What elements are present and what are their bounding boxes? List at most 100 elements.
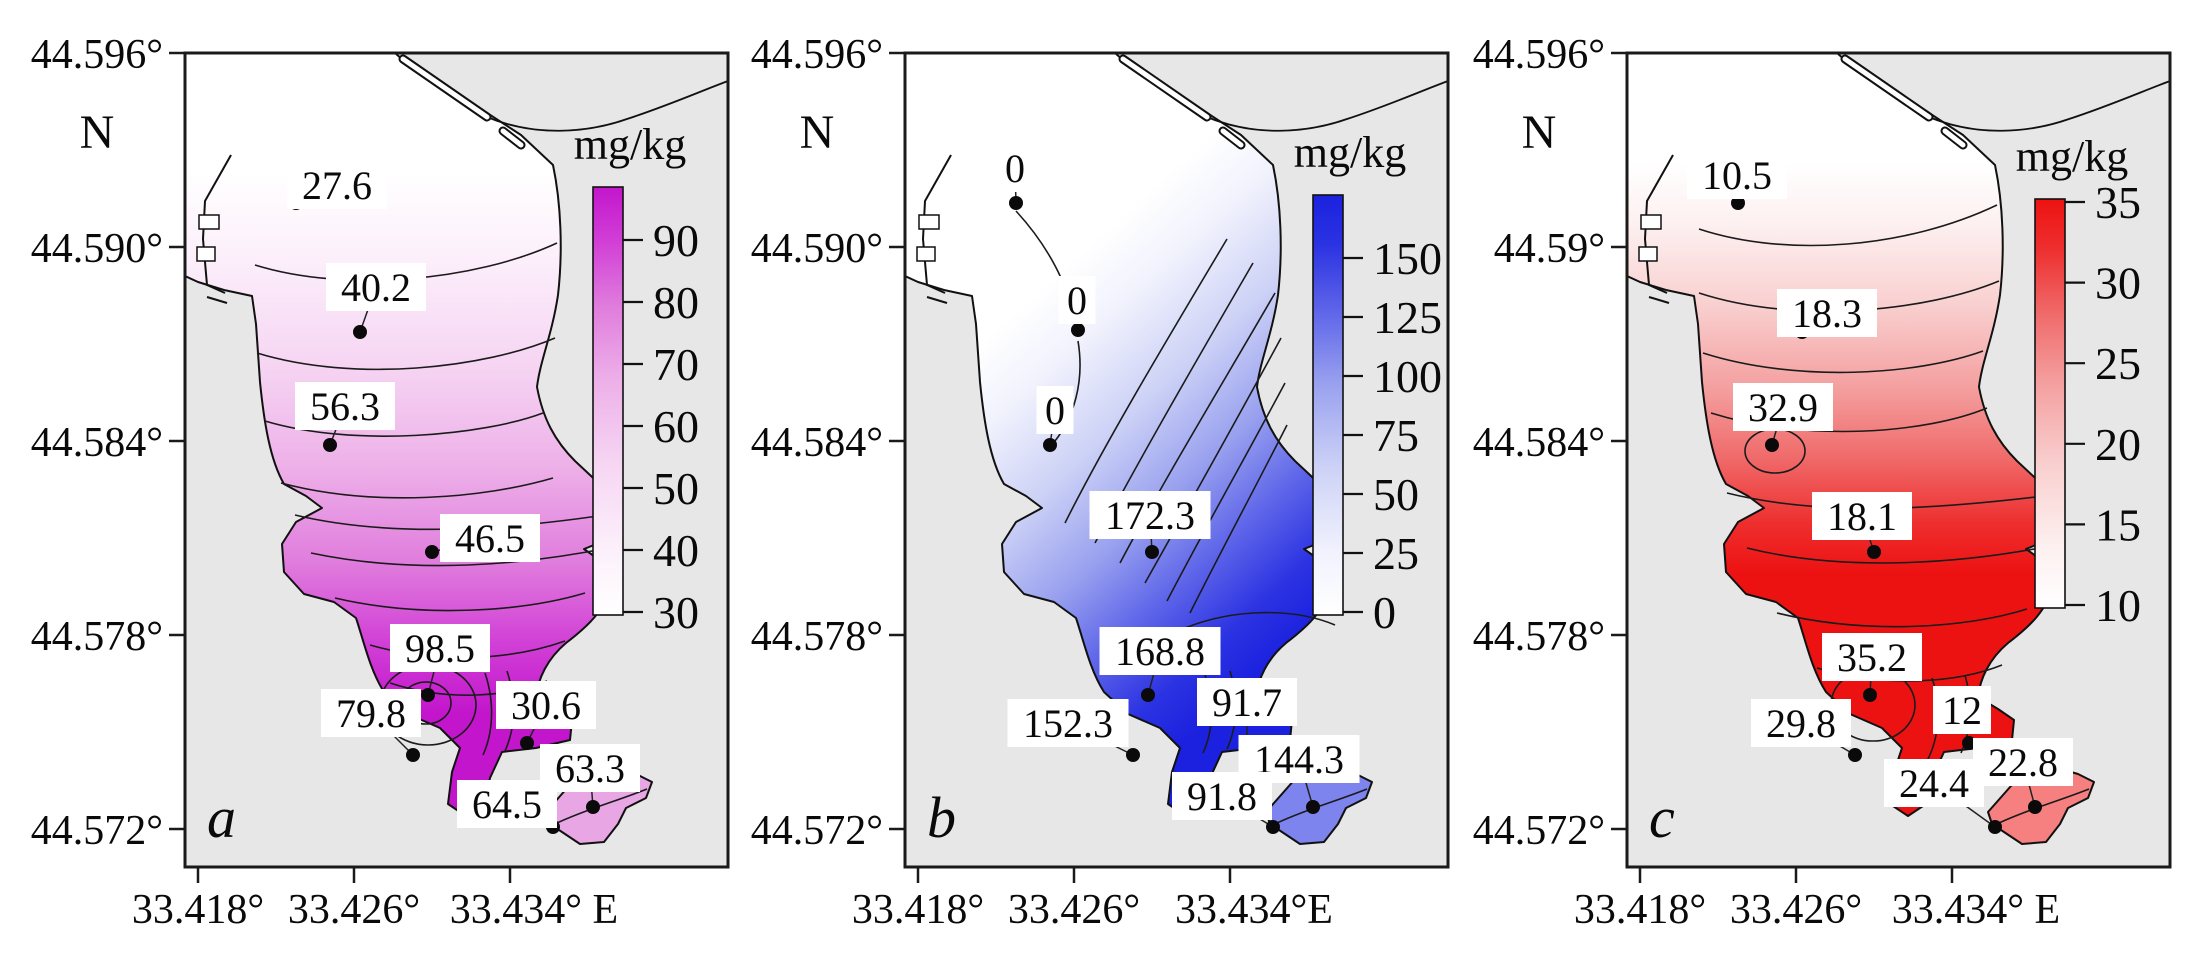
- station-dot: [586, 800, 600, 814]
- colorbar-tick-label: 35: [2095, 177, 2141, 228]
- compass-label: N: [800, 106, 835, 159]
- marina-pier: [201, 154, 232, 294]
- lon-tick-label: 33.434° E: [450, 887, 618, 933]
- station-dot: [1863, 688, 1877, 702]
- station-dot: [406, 748, 420, 762]
- outer-coastline: [1206, 80, 1448, 132]
- colorbar-tick-label: 100: [1373, 351, 1442, 402]
- station-label-box: [1751, 699, 1851, 747]
- outer-coastline: [486, 80, 728, 132]
- lat-tick-label: 44.59°: [1494, 226, 1605, 272]
- station-dot: [421, 688, 435, 702]
- station-label: 172.3: [1105, 493, 1195, 538]
- station-label: 56.3: [310, 384, 380, 429]
- colorbar-tick-label: 90: [653, 215, 699, 266]
- lon-tick-label: 33.434°E: [1175, 887, 1333, 933]
- station-dot: [1962, 736, 1976, 750]
- station-dot: [2028, 800, 2042, 814]
- colorbar-tick-label: 10: [2095, 580, 2141, 631]
- lat-tick-label: 44.596°: [31, 32, 163, 78]
- contour-line: [280, 477, 554, 499]
- panel-letter: a: [207, 785, 236, 850]
- station-label-box: [326, 263, 426, 311]
- station-dot: [1306, 800, 1320, 814]
- station-dot: [1765, 438, 1779, 452]
- station-dot: [1126, 748, 1140, 762]
- station-label-box: [1058, 276, 1096, 324]
- colorbar-tick-label: 60: [653, 401, 699, 452]
- panel-letter: b: [927, 785, 956, 850]
- station-label-box: [390, 624, 490, 672]
- marina-dock: [1640, 214, 1662, 230]
- bay-water-body: [905, 53, 1339, 817]
- station-label-box: [1884, 759, 1984, 807]
- station-label: 91.7: [1212, 680, 1282, 725]
- station-label: 98.5: [405, 626, 475, 671]
- station-label-box: [1733, 383, 1833, 431]
- station-label-box: [996, 144, 1034, 192]
- breakwater: [1220, 128, 1244, 148]
- lat-tick-label: 44.596°: [751, 32, 883, 78]
- lat-tick-label: 44.584°: [31, 420, 163, 466]
- colorbar-tick-label: 50: [1373, 469, 1419, 520]
- station-label-box: [1089, 491, 1211, 539]
- colorbar-title: mg/kg: [1294, 128, 1406, 177]
- colorbar-tick-label: 150: [1373, 233, 1442, 284]
- station-label: 64.5: [472, 782, 542, 827]
- lat-tick-label: 44.584°: [1473, 420, 1605, 466]
- station-label-box: [1036, 386, 1074, 434]
- map-area: 27.6 40.2 56.3 46.5 98.5 79.8 30.6 63.3 64.5 90 80…: [185, 53, 728, 867]
- breakwater: [1942, 128, 1966, 148]
- panel-a: 27.6 40.2 56.3 46.5 98.5 79.8 30.6 63.3 64.5 90 80…: [0, 0, 731, 958]
- bay-water-body: [185, 53, 619, 817]
- station-label: 27.6: [302, 163, 372, 208]
- compass-label: N: [80, 106, 115, 159]
- lat-tick-label: 44.596°: [1473, 32, 1605, 78]
- station-label-box: [1812, 492, 1912, 540]
- contour-line: [1702, 350, 1984, 374]
- lon-tick-label: 33.418°: [852, 887, 984, 933]
- station-dot: [520, 736, 534, 750]
- station-dot: [425, 545, 439, 559]
- station-dot: [1145, 545, 1159, 559]
- contour-line: [1184, 611, 1336, 629]
- breakwater: [1842, 56, 1932, 120]
- colorbar: [2034, 198, 2066, 609]
- panel-b: 0 0 0 172.3 168.8 152.3 91.7 144.3 91.8 150 125 100…: [720, 0, 1451, 958]
- contour-line: [310, 546, 614, 567]
- station-label: 91.8: [1187, 774, 1257, 819]
- marina-dock: [198, 214, 220, 230]
- contour-line: [1698, 204, 1998, 247]
- station-dot: [353, 325, 367, 339]
- station-label: 0: [1045, 388, 1065, 433]
- station-label-box: [457, 780, 557, 828]
- marina-pier: [1643, 154, 1674, 294]
- bay-water-body: [1627, 53, 2061, 817]
- map-frame: [1625, 51, 2172, 869]
- station-label: 63.3: [555, 746, 625, 791]
- contour-line: [1998, 788, 2090, 824]
- lat-tick-label: 44.572°: [751, 808, 883, 854]
- lon-tick-label: 33.418°: [1574, 887, 1706, 933]
- station-dot: [1988, 820, 2002, 834]
- station-label: 79.8: [336, 691, 406, 736]
- colorbar-title: mg/kg: [2016, 132, 2128, 181]
- colorbar-tick-label: 20: [2095, 419, 2141, 470]
- station-label-box: [1822, 633, 1922, 681]
- station-label-box: [1973, 738, 2073, 786]
- station-label: 46.5: [455, 516, 525, 561]
- colorbar-tick-label: 25: [2095, 338, 2141, 389]
- marina-pier: [206, 296, 228, 304]
- breakwater: [500, 128, 524, 148]
- marina-pier: [1648, 296, 1670, 304]
- colorbar-tick-label: 30: [2095, 258, 2141, 309]
- station-label: 35.2: [1837, 635, 1907, 680]
- lat-tick-label: 44.590°: [31, 226, 163, 272]
- colorbar-tick-label: 0: [1373, 587, 1396, 638]
- contour-line: [1776, 608, 2028, 628]
- station-dot: [1043, 438, 1057, 452]
- marina-pier: [921, 154, 952, 294]
- marina-dock: [1638, 246, 1658, 262]
- colorbar-title: mg/kg: [574, 120, 686, 169]
